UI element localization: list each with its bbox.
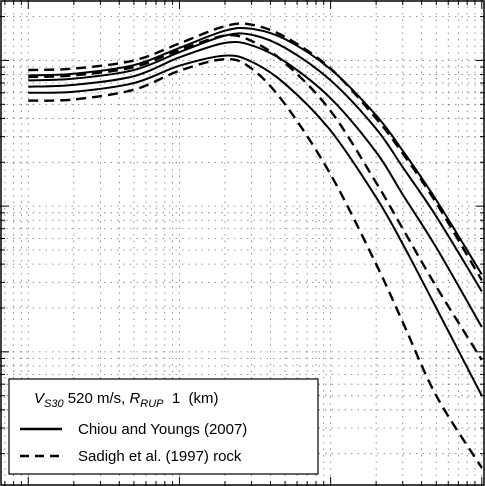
series-line-sadigh-2 [28, 34, 483, 361]
legend-box [8, 378, 319, 475]
series-line-sadigh-1 [28, 57, 483, 469]
series-line-chiou-youngs-4 [28, 26, 483, 275]
legend-label-chiou: Chiou and Youngs (2007) [78, 421, 247, 438]
legend-label-sadigh: Sadigh et al. (1997) rock [78, 448, 242, 465]
legend-rrup-sub: RUP [140, 398, 164, 410]
legend-header: VS30 520 m/s, RRUP 1 (km) [34, 390, 219, 410]
legend: VS30 520 m/s, RRUP 1 (km) Chiou and Youn… [8, 378, 319, 475]
series-line-chiou-youngs-3 [28, 32, 483, 292]
legend-rrup-value: 1 (km) [164, 390, 219, 407]
series-line-chiou-youngs-1 [28, 54, 483, 397]
legend-rrup-symbol: R [129, 390, 140, 407]
curves [28, 22, 483, 469]
legend-vs30-value: 520 m/s, [64, 390, 130, 407]
legend-vs30-symbol: V [34, 390, 46, 407]
series-line-sadigh-3 [28, 22, 483, 281]
legend-vs30-sub: S30 [44, 398, 64, 410]
